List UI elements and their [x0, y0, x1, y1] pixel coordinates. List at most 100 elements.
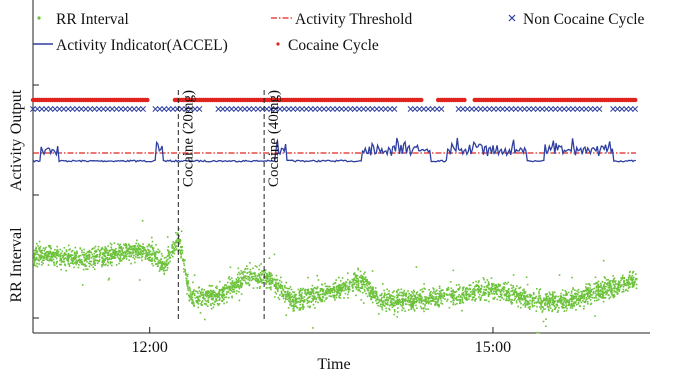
rr-interval-point [323, 292, 326, 294]
rr-interval-point [552, 291, 554, 293]
rr-interval-point [363, 284, 365, 286]
rr-interval-point [410, 303, 412, 306]
rr-interval-point [43, 259, 45, 261]
rr-interval-point [201, 291, 203, 294]
rr-interval-point [585, 286, 587, 288]
rr-interval-point [503, 286, 506, 289]
rr-interval-point [594, 299, 596, 302]
rr-interval-point [525, 295, 527, 297]
rr-interval-point [287, 290, 289, 293]
rr-interval-point [114, 251, 116, 253]
rr-interval-point [390, 300, 392, 302]
rr-interval-point [178, 242, 181, 244]
rr-interval-point [218, 291, 220, 293]
rr-interval-point [597, 298, 600, 301]
rr-interval-point [320, 300, 322, 303]
rr-interval-point [389, 294, 392, 296]
rr-interval-point [223, 284, 226, 287]
rr-interval-point [167, 258, 169, 261]
rr-interval-point [329, 285, 331, 288]
rr-interval-point [614, 280, 617, 282]
rr-interval-point [581, 292, 583, 295]
rr-interval-point [133, 248, 136, 250]
rr-interval-point [615, 283, 617, 285]
rr-interval-point [49, 251, 52, 253]
rr-interval-point [552, 300, 555, 302]
rr-interval-point [180, 230, 183, 232]
rr-interval-point [268, 275, 270, 278]
rr-interval-point [288, 292, 290, 295]
rr-interval-point [495, 290, 498, 292]
rr-interval-point [483, 291, 485, 293]
rr-interval-point [212, 306, 215, 309]
rr-interval-point [176, 238, 179, 240]
rr-interval-point [487, 282, 490, 285]
rr-interval-point [311, 289, 314, 292]
rr-interval-point [386, 288, 388, 291]
rr-interval-point [396, 302, 398, 304]
rr-interval-point [179, 240, 182, 242]
rr-interval-point [404, 298, 407, 300]
rr-interval-point [299, 300, 302, 302]
rr-interval-point [455, 296, 458, 298]
rr-interval-point [355, 277, 358, 280]
rr-interval-point [145, 253, 148, 256]
rr-interval-point [546, 298, 548, 300]
rr-interval-point [526, 294, 529, 296]
rr-interval-point [337, 287, 340, 289]
rr-interval-point [312, 289, 315, 292]
rr-interval-point [483, 286, 486, 288]
rr-interval-point [399, 291, 401, 294]
rr-interval-point [604, 277, 606, 279]
rr-interval-point [217, 304, 220, 307]
rr-interval-point [240, 276, 242, 279]
rr-interval-point [392, 303, 394, 306]
rr-interval-point [248, 284, 250, 287]
rr-interval-point [609, 285, 611, 287]
rr-interval-point [565, 292, 568, 295]
rr-interval-point [49, 255, 51, 258]
rr-interval-point [158, 259, 160, 262]
non-cocaine-cycle-point [118, 106, 124, 112]
non-cocaine-cycle-point [196, 106, 203, 112]
rr-interval-point [106, 257, 109, 259]
rr-interval-point [240, 293, 243, 295]
rr-interval-point [376, 297, 379, 299]
rr-interval-point [474, 294, 476, 297]
rr-interval-point [288, 296, 290, 299]
rr-interval-point [628, 281, 631, 284]
rr-interval-point [75, 254, 78, 256]
rr-interval-point [281, 287, 284, 290]
non-cocaine-cycle-point [78, 106, 85, 112]
rr-interval-point [339, 293, 342, 295]
rr-interval-point [632, 271, 634, 273]
rr-interval-point [69, 248, 71, 250]
rr-interval-point [67, 259, 70, 262]
rr-interval-point [335, 288, 338, 290]
rr-interval-point [76, 259, 79, 262]
rr-interval-point [602, 297, 605, 299]
rr-interval-point [59, 255, 62, 258]
non-cocaine-cycle-point [303, 106, 310, 112]
rr-interval-point [383, 292, 386, 294]
rr-interval-point [387, 303, 389, 306]
rr-interval-point [170, 251, 173, 253]
rr-interval-point [182, 258, 184, 261]
rr-interval-point [437, 298, 440, 300]
rr-interval-point [496, 298, 499, 301]
rr-interval-point [556, 305, 559, 307]
rr-interval-point [564, 306, 567, 309]
rr-interval-point [299, 308, 302, 311]
rr-interval-point [490, 290, 492, 293]
rr-interval-point [473, 292, 476, 295]
rr-interval-point [532, 297, 535, 299]
rr-interval-point [609, 296, 612, 298]
rr-interval-point [416, 297, 418, 299]
rr-interval-point [259, 278, 262, 280]
rr-interval-point [232, 283, 234, 285]
rr-interval-point [600, 286, 603, 289]
rr-interval-point [121, 248, 123, 251]
rr-interval-point [468, 298, 470, 300]
rr-interval-point [594, 276, 597, 279]
non-cocaine-cycle-point [526, 106, 532, 112]
